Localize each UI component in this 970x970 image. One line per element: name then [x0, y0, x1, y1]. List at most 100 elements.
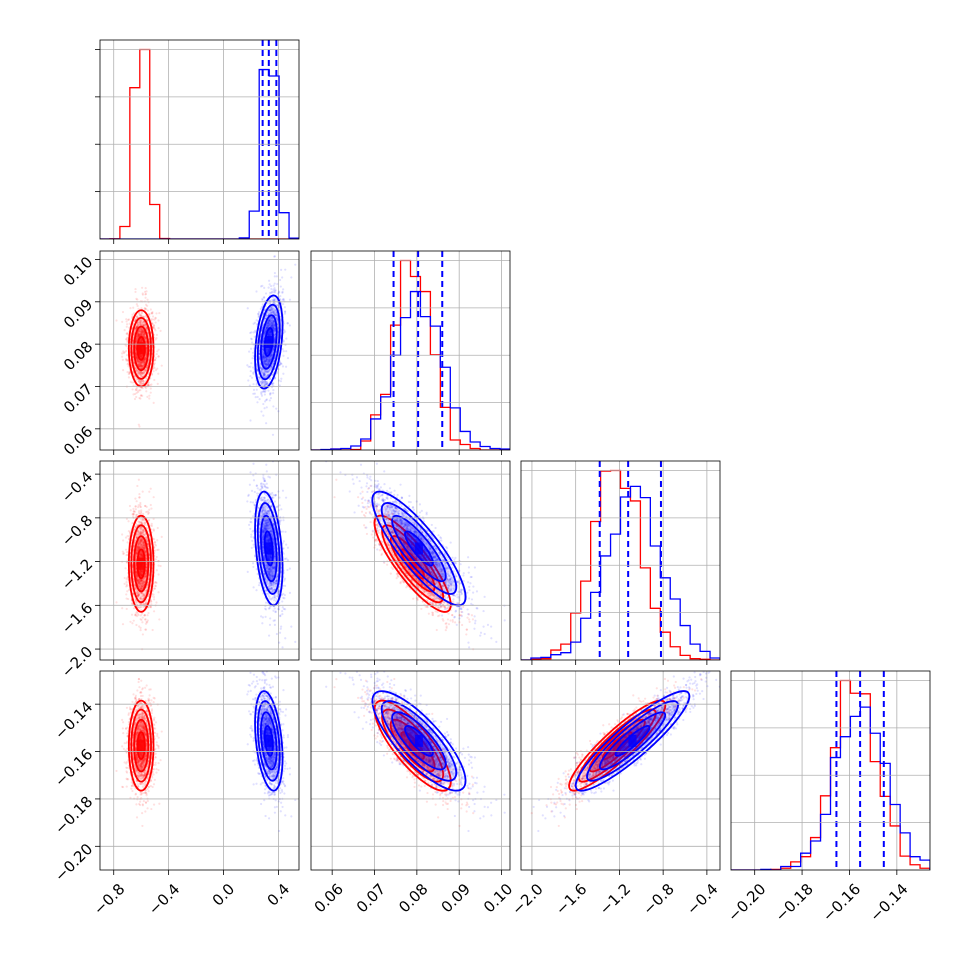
scatter-point [137, 334, 140, 338]
scatter-point [139, 380, 143, 383]
scatter-point [142, 380, 145, 383]
scatter-point [151, 321, 154, 325]
scatter-point [138, 321, 141, 324]
scatter-point [153, 543, 157, 546]
scatter-point [137, 333, 140, 336]
scatter-point [139, 372, 142, 375]
scatter-point [141, 286, 144, 289]
scatter-point [121, 310, 125, 314]
scatter-point [152, 598, 156, 601]
scatter-point [251, 366, 255, 369]
scatter-point [127, 372, 130, 376]
scatter-point [141, 360, 144, 363]
scatter-point [147, 512, 150, 516]
scatter-point [258, 398, 261, 401]
scatter-point [140, 364, 144, 368]
scatter-point [155, 337, 158, 340]
scatter-point [125, 593, 128, 596]
scatter-point [144, 353, 148, 356]
scatter-point [126, 359, 129, 362]
scatter-point [149, 308, 152, 311]
scatter-point [139, 371, 142, 374]
scatter-point [137, 363, 140, 366]
scatter-point [137, 478, 140, 481]
scatter-point [138, 333, 141, 336]
scatter-point [124, 358, 128, 361]
scatter-point [254, 396, 257, 399]
scatter-point [135, 369, 138, 372]
scatter-point [265, 398, 268, 402]
scatter-point [135, 325, 138, 329]
scatter-point [139, 370, 143, 373]
scatter-point [139, 361, 143, 364]
scatter-point [142, 360, 145, 364]
scatter-point [282, 372, 285, 375]
scatter-point [134, 345, 137, 349]
scatter-point [158, 311, 161, 315]
scatter-point [140, 307, 143, 310]
scatter-point [285, 350, 288, 353]
scatter-point [139, 319, 142, 322]
scatter-point [141, 321, 145, 324]
scatter-point [148, 397, 151, 400]
scatter-point [125, 550, 129, 554]
scatter-point [126, 363, 129, 366]
scatter-point [137, 506, 140, 509]
scatter-point [143, 504, 147, 508]
scatter-point [141, 364, 145, 367]
scatter-point [144, 359, 147, 362]
scatter-point [132, 334, 135, 337]
scatter-point [135, 357, 138, 360]
scatter-point [143, 335, 146, 338]
scatter-point [273, 271, 276, 275]
scatter-point [141, 329, 145, 333]
scatter-point [141, 328, 145, 332]
scatter-point [135, 355, 138, 359]
scatter-point [145, 510, 148, 514]
scatter-point [135, 335, 139, 338]
scatter-point [139, 361, 142, 364]
scatter-point [125, 359, 128, 362]
scatter-point [157, 327, 160, 330]
scatter-point [131, 622, 134, 625]
scatter-point [256, 401, 259, 404]
scatter-point [284, 268, 287, 271]
scatter-point [146, 298, 149, 301]
scatter-point [135, 336, 138, 339]
scatter-point [137, 332, 140, 335]
scatter-point [256, 395, 259, 399]
scatter-point [280, 377, 283, 380]
scatter-point [133, 397, 137, 401]
scatter-point [145, 328, 149, 332]
scatter-point [134, 352, 138, 355]
scatter-point [136, 357, 139, 360]
scatter-point [131, 388, 134, 391]
scatter-point [128, 504, 132, 508]
scatter-point [138, 311, 141, 314]
scatter-point [141, 321, 145, 324]
scatter-point [135, 386, 139, 389]
scatter-point [142, 331, 146, 335]
scatter-point [142, 315, 145, 318]
scatter-point [121, 352, 124, 355]
panel-1-1 [310, 250, 511, 455]
scatter-point [139, 379, 142, 382]
scatter-point [144, 337, 147, 340]
scatter-point [157, 573, 160, 576]
scatter-point [140, 393, 143, 397]
scatter-point [126, 371, 129, 374]
scatter-point [135, 391, 138, 395]
scatter-point [141, 372, 144, 375]
scatter-point [144, 286, 147, 290]
scatter-point [131, 313, 134, 316]
scatter-point [290, 276, 293, 279]
scatter-point [137, 363, 141, 366]
scatter-point [125, 325, 128, 328]
scatter-point [139, 362, 142, 365]
scatter-point [138, 625, 141, 628]
scatter-point [126, 323, 129, 326]
scatter-point [270, 291, 273, 294]
scatter-point [151, 312, 154, 315]
scatter-point [262, 402, 265, 406]
scatter-point [262, 414, 265, 417]
